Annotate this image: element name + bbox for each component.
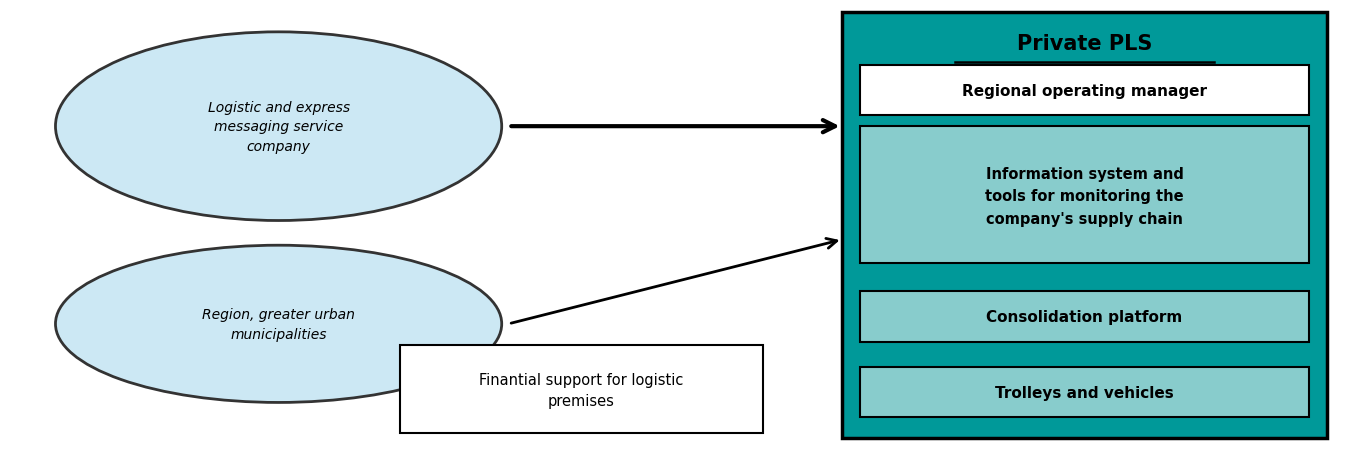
Text: Regional operating manager: Regional operating manager [962,83,1207,98]
FancyBboxPatch shape [843,13,1327,438]
FancyBboxPatch shape [860,292,1309,342]
FancyBboxPatch shape [400,345,763,433]
Text: Trolleys and vehicles: Trolleys and vehicles [995,385,1173,400]
Ellipse shape [56,246,501,403]
Text: Logistic and express
messaging service
company: Logistic and express messaging service c… [207,101,350,153]
Text: Finantial support for logistic
premises: Finantial support for logistic premises [480,372,684,408]
FancyBboxPatch shape [860,127,1309,263]
FancyBboxPatch shape [860,65,1309,116]
FancyBboxPatch shape [860,367,1309,417]
Text: Information system and
tools for monitoring the
company's supply chain: Information system and tools for monitor… [985,167,1184,226]
Text: Consolidation platform: Consolidation platform [986,309,1183,324]
Text: Region, greater urban
municipalities: Region, greater urban municipalities [202,308,355,341]
Ellipse shape [56,33,501,221]
Text: Private PLS: Private PLS [1016,34,1152,54]
